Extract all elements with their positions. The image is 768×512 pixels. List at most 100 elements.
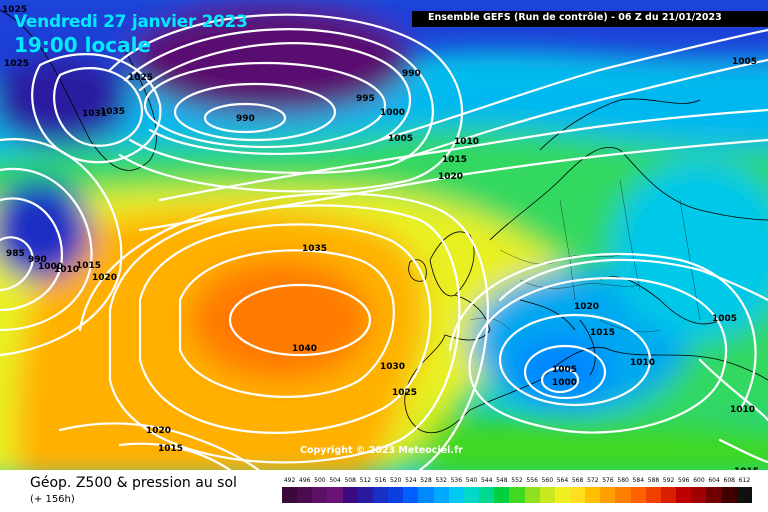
pressure-label: 1005 bbox=[388, 134, 413, 144]
legend-label: 556 bbox=[526, 477, 538, 484]
legend-label: 492 bbox=[283, 477, 296, 484]
pressure-label: 985 bbox=[6, 249, 25, 259]
legend-swatch bbox=[615, 487, 631, 503]
legend-swatch bbox=[676, 487, 692, 503]
legend-label: 588 bbox=[647, 477, 660, 484]
legend-swatch bbox=[403, 487, 419, 503]
pressure-label: 1005 bbox=[712, 314, 737, 324]
legend-swatch bbox=[448, 487, 464, 503]
pressure-label: 1035 bbox=[302, 244, 327, 254]
pressure-label: 1020 bbox=[92, 273, 117, 283]
legend-label: 536 bbox=[450, 477, 463, 484]
pressure-label: 995 bbox=[356, 94, 375, 104]
legend-label: 572 bbox=[587, 477, 599, 484]
legend-swatch bbox=[388, 487, 404, 503]
legend-swatch bbox=[585, 487, 601, 503]
legend-swatch bbox=[297, 487, 313, 503]
legend-swatch bbox=[372, 487, 389, 503]
legend-label: 568 bbox=[571, 477, 584, 484]
legend-label: 560 bbox=[541, 477, 554, 484]
geopotential-fill bbox=[0, 0, 768, 470]
legend-labels: 492 496 500 504 508 512 516 520 524 528 532 536 540 5… bbox=[282, 477, 752, 487]
legend-label: 548 bbox=[496, 477, 508, 484]
legend-swatch bbox=[706, 487, 722, 503]
legend-label: 508 bbox=[344, 477, 356, 484]
pressure-label: 1025 bbox=[128, 73, 153, 83]
legend-swatch bbox=[554, 487, 570, 503]
legend-label: 584 bbox=[632, 477, 645, 484]
legend-swatch bbox=[479, 487, 495, 503]
legend-swatch bbox=[463, 487, 480, 503]
legend-swatch bbox=[660, 487, 677, 503]
pressure-label: 1025 bbox=[2, 5, 27, 15]
legend-swatch bbox=[736, 487, 752, 503]
pressure-label: 1010 bbox=[454, 137, 479, 147]
legend-label: 540 bbox=[465, 477, 478, 484]
pressure-label: 1025 bbox=[392, 388, 417, 398]
legend-label: 528 bbox=[420, 477, 432, 484]
legend-label: 592 bbox=[662, 477, 675, 484]
pressure-label: 1010 bbox=[54, 265, 79, 275]
pressure-label: 1040 bbox=[292, 344, 317, 354]
isobars bbox=[0, 13, 768, 470]
legend-label: 608 bbox=[723, 477, 735, 484]
pressure-label: 1015 bbox=[76, 261, 101, 271]
legend-swatch bbox=[312, 487, 328, 503]
legend-swatch bbox=[342, 487, 358, 503]
legend-swatch bbox=[691, 487, 707, 503]
product-title: Géop. Z500 & pression au sol bbox=[30, 475, 237, 491]
pressure-label: 1020 bbox=[146, 426, 171, 436]
pressure-label: 1020 bbox=[574, 302, 599, 312]
legend-swatch bbox=[418, 487, 434, 503]
pressure-label: 1015 bbox=[590, 328, 615, 338]
legend-label: 564 bbox=[556, 477, 569, 484]
legend-label: 596 bbox=[678, 477, 690, 484]
pressure-label: 1005 bbox=[732, 57, 757, 67]
pressure-label: 1000 bbox=[38, 262, 63, 272]
legend-swatch bbox=[433, 487, 449, 503]
legend-swatch bbox=[630, 487, 646, 503]
pressure-label: 990 bbox=[236, 114, 255, 124]
pressure-labels: 1025 1025 1025 1031 1035 990 990 995 100… bbox=[2, 5, 759, 470]
legend-label: 516 bbox=[374, 477, 387, 484]
legend-label: 604 bbox=[708, 477, 720, 484]
legend-swatch bbox=[645, 487, 661, 503]
pressure-label: 1015 bbox=[158, 444, 183, 454]
legend-label: 612 bbox=[738, 477, 751, 484]
pressure-label: 1035 bbox=[100, 107, 125, 117]
legend-label: 532 bbox=[435, 477, 447, 484]
model-run-text: Ensemble GEFS (Run de contrôle) - 06 Z d… bbox=[428, 12, 722, 23]
pressure-label: 1025 bbox=[4, 59, 29, 69]
pressure-label: 1010 bbox=[630, 358, 655, 368]
legend-swatch bbox=[524, 487, 540, 503]
color-legend: 492 496 500 504 508 512 516 520 524 528 532 536 540 5… bbox=[282, 477, 752, 507]
legend-color-bar bbox=[282, 487, 752, 503]
legend-label: 520 bbox=[389, 477, 402, 484]
pressure-label: 1000 bbox=[552, 378, 577, 388]
legend-swatch bbox=[282, 487, 298, 503]
weather-map: 1025 1025 1025 1031 1035 990 990 995 100… bbox=[0, 0, 768, 470]
legend-label: 524 bbox=[405, 477, 417, 484]
pressure-label: 1005 bbox=[552, 365, 577, 375]
legend-label: 504 bbox=[329, 477, 341, 484]
legend-swatch bbox=[600, 487, 616, 503]
legend-label: 544 bbox=[480, 477, 493, 484]
legend-label: 580 bbox=[617, 477, 629, 484]
legend-swatch bbox=[539, 487, 555, 503]
forecast-local-time: 19:00 locale bbox=[14, 33, 151, 57]
forecast-date: Vendredi 27 janvier 2023 bbox=[14, 12, 248, 32]
model-run-banner bbox=[412, 11, 768, 27]
legend-swatch bbox=[357, 487, 373, 503]
legend-label: 576 bbox=[602, 477, 614, 484]
pressure-label: 1031 bbox=[82, 109, 107, 119]
legend-label: 512 bbox=[359, 477, 372, 484]
legend-swatch bbox=[721, 487, 737, 503]
pressure-label: 1015 bbox=[442, 155, 467, 165]
pressure-label: 1015 bbox=[734, 467, 759, 470]
lead-time: (+ 156h) bbox=[30, 494, 75, 505]
legend-label: 500 bbox=[314, 477, 326, 484]
legend-label: 552 bbox=[511, 477, 523, 484]
legend-swatch bbox=[327, 487, 343, 503]
pressure-label: 1010 bbox=[730, 405, 755, 415]
legend-swatch bbox=[569, 487, 586, 503]
